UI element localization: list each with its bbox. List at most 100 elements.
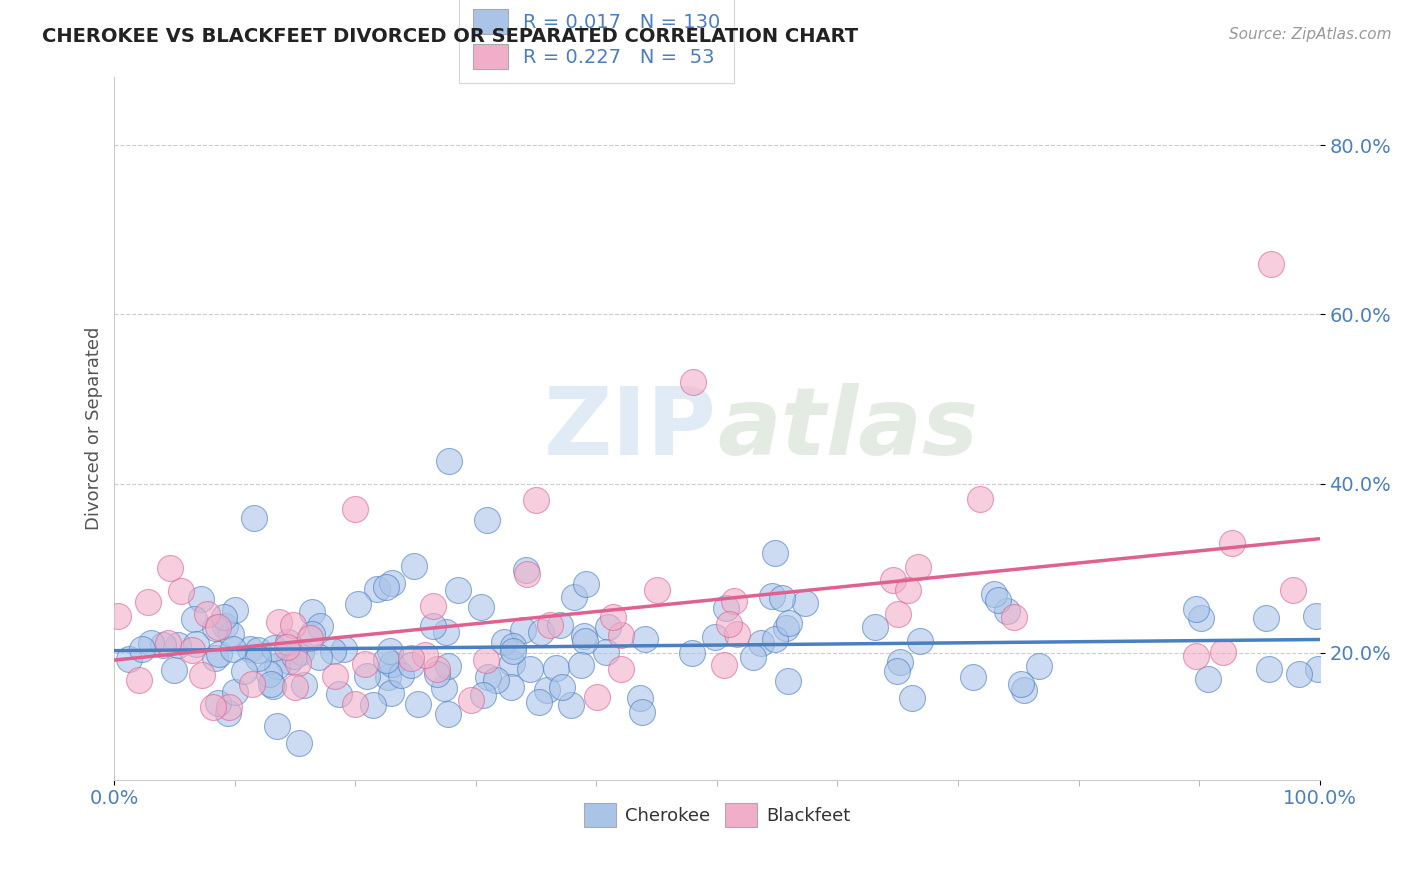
Point <box>484 673 506 688</box>
Point <box>536 683 558 698</box>
Point <box>308 619 330 633</box>
Point <box>983 587 1005 601</box>
Point <box>499 680 522 694</box>
Point <box>266 659 288 673</box>
Point <box>723 593 745 607</box>
Point <box>602 610 624 624</box>
Text: CHEROKEE VS BLACKFEET DIVORCED OR SEPARATED CORRELATION CHART: CHEROKEE VS BLACKFEET DIVORCED OR SEPARA… <box>42 27 858 45</box>
Point <box>361 698 384 712</box>
Point <box>1028 659 1050 673</box>
Point <box>292 678 315 692</box>
Point <box>572 629 595 643</box>
Point <box>183 611 205 625</box>
Point <box>136 595 159 609</box>
Point <box>1282 582 1305 597</box>
Point <box>551 680 574 694</box>
Point <box>239 641 262 656</box>
Point <box>107 609 129 624</box>
Point <box>986 592 1008 607</box>
Point <box>519 662 541 676</box>
Point <box>333 642 356 657</box>
Point <box>214 619 236 633</box>
Point <box>515 564 537 578</box>
Point <box>645 582 668 597</box>
Point <box>166 638 188 652</box>
Point <box>277 635 299 649</box>
Point <box>283 617 305 632</box>
Point <box>263 640 285 655</box>
Point <box>502 657 524 671</box>
Point <box>389 667 412 681</box>
Point <box>538 618 561 632</box>
Point <box>574 634 596 648</box>
Point <box>381 576 404 591</box>
Point <box>276 640 298 655</box>
Point <box>353 657 375 671</box>
Point <box>717 617 740 632</box>
Point <box>1212 645 1234 659</box>
Point <box>204 622 226 636</box>
Point <box>299 631 322 645</box>
Point <box>247 651 270 665</box>
Point <box>492 635 515 649</box>
Point <box>222 641 245 656</box>
Point <box>610 628 633 642</box>
Point <box>475 653 498 667</box>
Point <box>322 644 344 658</box>
Point <box>703 630 725 644</box>
Point <box>1254 611 1277 625</box>
Y-axis label: Divorced or Separated: Divorced or Separated <box>86 326 103 530</box>
Point <box>131 641 153 656</box>
Point <box>243 511 266 525</box>
Point <box>218 700 240 714</box>
Point <box>1010 677 1032 691</box>
Point <box>560 698 582 712</box>
Point <box>529 695 551 709</box>
Point <box>897 582 920 597</box>
Point <box>240 676 263 690</box>
Point <box>328 687 350 701</box>
Point <box>402 559 425 574</box>
Point <box>221 627 243 641</box>
Point <box>1308 662 1330 676</box>
Point <box>1197 672 1219 686</box>
Point <box>713 657 735 672</box>
Point <box>269 615 291 630</box>
Point <box>163 663 186 677</box>
Point <box>433 681 456 695</box>
Point <box>344 697 367 711</box>
Point <box>377 671 399 685</box>
Point <box>763 546 786 560</box>
Point <box>502 639 524 653</box>
Point <box>152 638 174 652</box>
Point <box>596 620 619 634</box>
Point <box>908 633 931 648</box>
Point <box>1288 666 1310 681</box>
Point <box>425 667 447 681</box>
Point <box>375 652 398 666</box>
Point <box>776 674 799 689</box>
Point <box>208 647 231 661</box>
Point <box>434 625 457 640</box>
Point <box>794 596 817 610</box>
Point <box>1185 649 1208 664</box>
Point <box>595 645 617 659</box>
Point <box>257 667 280 681</box>
Point <box>284 680 307 694</box>
Point <box>301 605 323 619</box>
Point <box>775 621 797 635</box>
Point <box>470 600 492 615</box>
Point <box>374 580 396 594</box>
Point <box>156 636 179 650</box>
Point <box>887 607 910 621</box>
Point <box>778 615 800 630</box>
Point <box>224 685 246 699</box>
Point <box>207 619 229 633</box>
Point <box>260 677 283 691</box>
Point <box>886 665 908 679</box>
Point <box>749 635 772 649</box>
Point <box>224 602 246 616</box>
Point <box>399 651 422 665</box>
Point <box>128 673 150 688</box>
Point <box>634 632 657 646</box>
